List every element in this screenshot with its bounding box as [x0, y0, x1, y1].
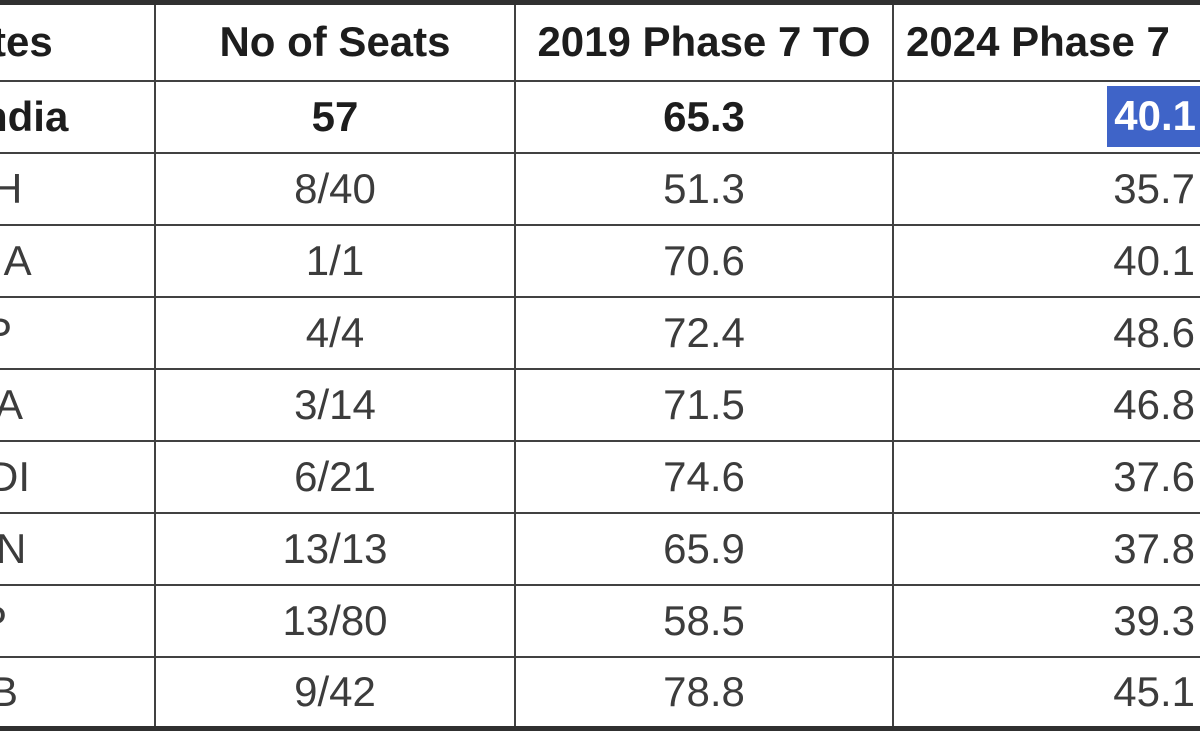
turnout-2019-cell: 72.4	[514, 295, 894, 370]
seats-cell: 6/21	[154, 439, 516, 514]
state-cell: P	[0, 583, 156, 658]
seats-cell: 13/13	[154, 511, 516, 586]
turnout-2019-cell: 70.6	[514, 223, 894, 298]
turnout-2019-cell: 51.3	[514, 151, 894, 226]
turnout-2019-cell: 74.6	[514, 439, 894, 514]
table-row: IA 1/170.640.1	[0, 223, 1200, 298]
seats-cell: 9/42	[154, 655, 516, 731]
state-cell: IA	[0, 223, 156, 298]
turnout-2019-cell: 58.5	[514, 583, 894, 658]
state-label: IA	[0, 236, 32, 284]
turnout-2024-cell: 45.1	[892, 655, 1200, 731]
turnout-2024-cell: 48.6	[892, 295, 1200, 370]
state-label: P	[0, 309, 12, 357]
col-header-states-label: tes	[0, 18, 53, 66]
turnout-2024-cell: 40.1	[892, 223, 1200, 298]
col-header-2024-label: 2024 Phase 7	[906, 18, 1170, 66]
turnout-2019-cell: 78.8	[514, 655, 894, 731]
state-label: A	[0, 381, 23, 429]
col-header-2019-label: 2019 Phase 7 TO	[537, 18, 871, 66]
turnout-2024-cell: 39.3	[892, 583, 1200, 658]
seats-cell: 4/4	[154, 295, 516, 370]
seats-cell: 3/14	[154, 367, 516, 442]
turnout-2024-cell: 37.8	[892, 511, 1200, 586]
state-label: DI	[0, 452, 30, 500]
state-label: P	[0, 597, 7, 645]
col-header-seats: No of Seats	[154, 0, 516, 82]
state-cell: H	[0, 151, 156, 226]
seats-cell: 1/1	[154, 223, 516, 298]
state-cell: N	[0, 511, 156, 586]
turnout-2024-cell: 46.8	[892, 367, 1200, 442]
seats-cell: 57	[154, 79, 516, 154]
header-row: tes No of Seats 2019 Phase 7 TO 2024 Pha…	[0, 0, 1200, 82]
turnout-2019-cell: 65.9	[514, 511, 894, 586]
turnout-2024-cell: 37.6	[892, 439, 1200, 514]
turnout-2024-cell: 40.1	[892, 79, 1200, 154]
state-cell: DI	[0, 439, 156, 514]
col-header-2019-turnout: 2019 Phase 7 TO	[514, 0, 894, 82]
state-cell: P	[0, 295, 156, 370]
turnout-2019-cell: 71.5	[514, 367, 894, 442]
col-header-states: tes	[0, 0, 156, 82]
table-row: P 4/472.448.6	[0, 295, 1200, 370]
state-label: ndia	[0, 92, 69, 140]
col-header-seats-label: No of Seats	[219, 18, 451, 66]
state-cell: ndia	[0, 79, 156, 154]
state-cell: A	[0, 367, 156, 442]
table-body: ndia5765.340.1H8/4051.335.7IA1/170.640.1…	[0, 79, 1200, 731]
selected-cell-highlight[interactable]: 40.1	[1107, 86, 1200, 147]
turnout-2019-cell: 65.3	[514, 79, 894, 154]
turnout-2024-cell: 35.7	[892, 151, 1200, 226]
state-label: B	[0, 668, 18, 716]
state-cell: B	[0, 655, 156, 731]
col-header-2024-turnout: 2024 Phase 7	[892, 0, 1200, 82]
seats-cell: 8/40	[154, 151, 516, 226]
state-label: N	[0, 525, 26, 573]
state-label: H	[0, 165, 22, 213]
seats-cell: 13/80	[154, 583, 516, 658]
